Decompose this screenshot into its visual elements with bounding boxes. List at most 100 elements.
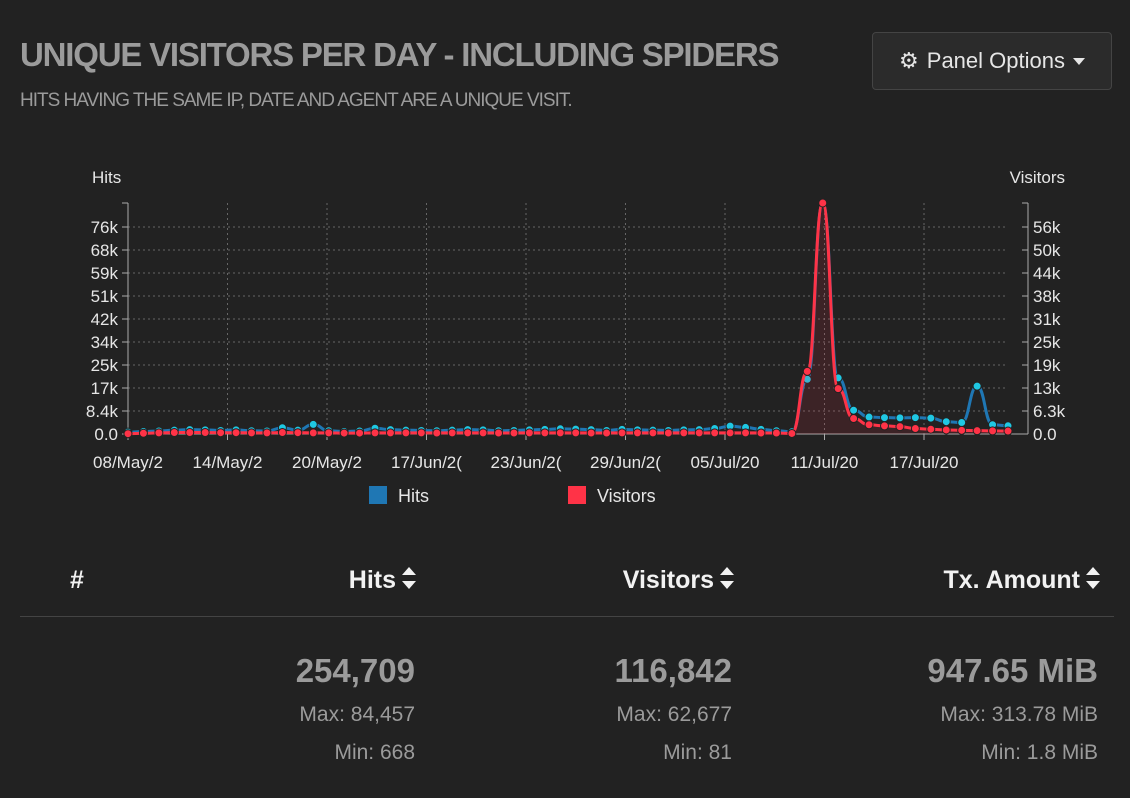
visitors-point [524,428,534,438]
visitors-chart: 0.0 0.0 8.4k 6.3k 17k 13k 25k 19k 34k 25k 42k 31k 51… [86,168,1066,506]
visitors-point [910,423,920,433]
legend-label: Visitors [597,486,656,506]
hits-min: Min: 668 [334,741,415,764]
hits-point [308,419,318,429]
visitors-point [864,420,874,430]
left-tick-label: 34k [91,333,119,352]
col-hits-header[interactable]: Hits [349,566,416,595]
col-index-header: # [70,566,84,594]
gear-icon: ⚙ [899,48,919,73]
sort-icon [720,567,734,590]
hits-point [910,413,920,423]
visitors-point [879,421,889,431]
visitors-point [200,428,210,438]
right-tick-label: 0.0 [1033,425,1057,444]
visitors-point [586,428,596,438]
visitors-point [617,428,627,438]
hits-max: Max: 84,457 [299,703,415,726]
left-tick-label: 59k [91,264,119,283]
visitors-point [895,422,905,432]
panel-options-button[interactable]: ⚙ Panel Options [872,32,1112,90]
visitors-point [355,428,365,438]
right-tick-label: 44k [1033,264,1061,283]
col-visitors-header[interactable]: Visitors [623,566,734,595]
visitors-point [957,425,967,435]
visitors-point [339,428,349,438]
visitors-point [571,428,581,438]
right-tick-label: 13k [1033,379,1061,398]
visitors-point [710,428,720,438]
visitors-point [231,428,241,438]
x-tick-label: 17/Jun/2( [391,453,462,472]
visitors-point [169,428,179,438]
legend-swatch [568,486,586,504]
visitors-point [663,428,673,438]
visitors-point [1003,426,1013,436]
visitors-point [679,428,689,438]
hits-point [972,381,982,391]
right-tick-label: 6.3k [1033,402,1066,421]
visitors-point [741,428,751,438]
x-tick-label: 29/Jun/2( [590,453,661,472]
right-tick-label: 19k [1033,356,1061,375]
panel-title: UNIQUE VISITORS PER DAY - INCLUDING SPID… [20,36,779,73]
sort-icon [1086,567,1100,590]
visitors-point [401,428,411,438]
legend-label: Hits [398,486,429,506]
right-tick-label: 38k [1033,287,1061,306]
right-tick-label: 25k [1033,333,1061,352]
right-axis-title: Visitors [1010,168,1065,187]
visitors-point [632,428,642,438]
visitors-point [416,428,426,438]
x-tick-label: 11/Jul/20 [791,453,859,472]
visitors-point [370,428,380,438]
hits-point [895,413,905,423]
left-axis-title: Hits [92,168,121,187]
visitors-point [308,428,318,438]
visitors-point [988,426,998,436]
x-tick-label: 14/May/2 [193,453,263,472]
panel-subtitle: HITS HAVING THE SAME IP, DATE AND AGENT … [20,90,573,111]
right-tick-label: 31k [1033,310,1061,329]
visitors-point [216,428,226,438]
legend-swatch [369,486,387,504]
hits-line [127,201,1009,434]
left-tick-label: 8.4k [86,402,119,421]
table-header: # Hits Visitors Tx. Amount [20,560,1114,617]
left-tick-label: 17k [91,379,119,398]
visitors-point [725,428,735,438]
visitors-point [262,428,272,438]
visitors-point [555,428,565,438]
visitors-point [602,428,612,438]
left-tick-label: 25k [91,356,119,375]
x-tick-label: 05/Jul/20 [691,453,760,472]
visitors-point [494,428,504,438]
hits-point [849,405,859,415]
visitors-point [833,384,843,394]
visitors-max: Max: 62,677 [616,703,732,726]
hits-point [941,417,951,427]
visitors-point [972,426,982,436]
right-tick-label: 50k [1033,241,1061,260]
visitors-point [802,366,812,376]
visitors-min: Min: 81 [663,741,732,764]
visitors-point [138,428,148,438]
visitors-point [756,428,766,438]
left-tick-label: 68k [91,241,119,260]
visitors-point [432,428,442,438]
tx-min: Min: 1.8 MiB [981,741,1098,764]
visitors-point [385,428,395,438]
visitors-point [648,428,658,438]
col-tx-header[interactable]: Tx. Amount [943,566,1100,595]
hits-total: 254,709 [295,652,415,689]
visitors-point [463,428,473,438]
visitors-point [324,428,334,438]
x-tick-label: 17/Jul/20 [890,453,959,472]
visitors-point [818,198,828,208]
left-tick-label: 42k [91,310,119,329]
visitors-line [127,201,1009,436]
visitors-point [123,429,133,439]
visitors-total: 116,842 [614,652,732,689]
visitors-point [185,428,195,438]
